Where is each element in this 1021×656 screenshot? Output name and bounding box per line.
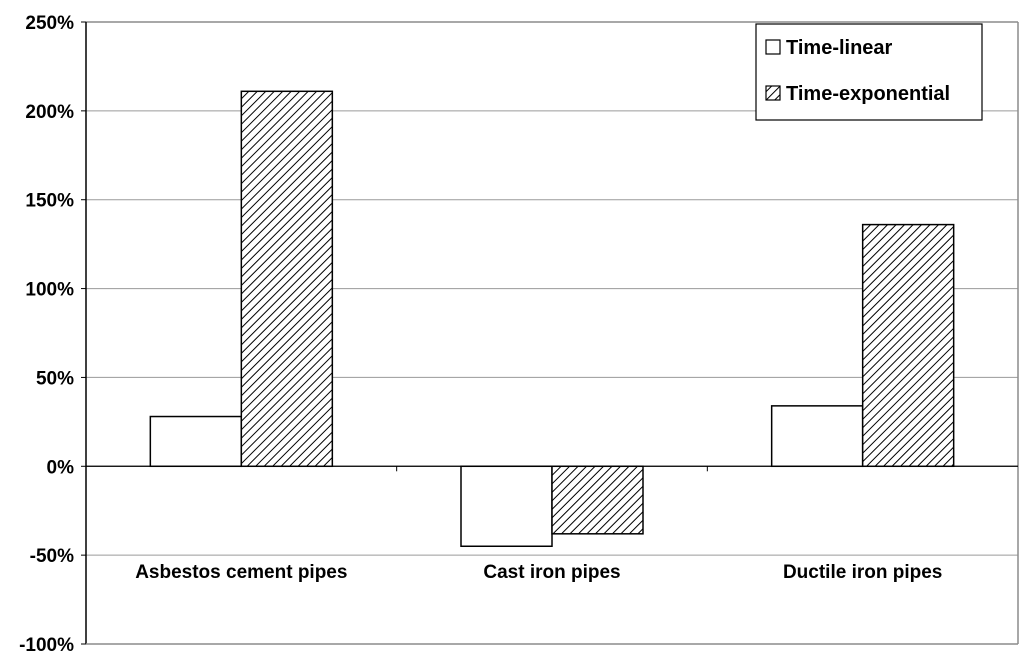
category-label: Ductile iron pipes (783, 562, 942, 583)
legend-swatch-time-linear (765, 39, 781, 55)
bars (149, 90, 955, 548)
category-label: Asbestos cement pipes (135, 562, 347, 583)
bar-time-exponential-2 (861, 223, 955, 468)
bar-time-exponential-1 (551, 465, 644, 535)
y-tick-label: -50% (30, 546, 74, 567)
y-tick-label: 0% (47, 457, 75, 478)
y-tick-label: 50% (36, 368, 74, 389)
bar-time-linear-2 (770, 405, 864, 468)
legend: Time-linear Time-exponential (755, 23, 983, 121)
bar-time-linear-0 (149, 415, 243, 468)
y-tick-label: 200% (25, 102, 74, 123)
bar-time-exponential-0 (240, 90, 334, 468)
category-label: Cast iron pipes (483, 562, 620, 583)
labels: -100% -50% 0% 50% 100% 150% 200% 250% Asbestos c… (19, 13, 942, 656)
y-tick-label: -100% (19, 635, 74, 656)
legend-label: Time-linear (786, 37, 893, 59)
y-tick-label: 250% (25, 13, 74, 34)
legend-label: Time-exponential (786, 83, 950, 105)
y-tick-label: 150% (25, 191, 74, 212)
legend-box (755, 23, 983, 121)
legend-swatch-time-exponential (765, 85, 781, 101)
bar-time-linear-1 (460, 465, 553, 548)
y-tick-label: 100% (25, 280, 74, 301)
